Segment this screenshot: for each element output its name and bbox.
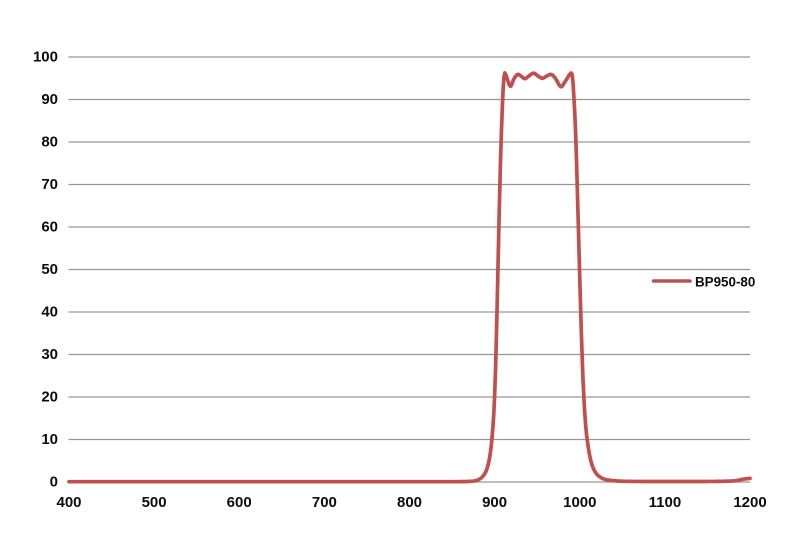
svg-text:600: 600 <box>227 494 252 511</box>
svg-text:40: 40 <box>41 304 58 321</box>
svg-text:100: 100 <box>33 49 58 66</box>
svg-text:0: 0 <box>50 474 58 491</box>
svg-text:10: 10 <box>41 431 58 448</box>
svg-text:60: 60 <box>41 219 58 236</box>
svg-text:400: 400 <box>56 494 81 511</box>
svg-text:1000: 1000 <box>563 494 596 511</box>
svg-text:30: 30 <box>41 346 58 363</box>
svg-text:800: 800 <box>397 494 422 511</box>
svg-text:900: 900 <box>482 494 507 511</box>
svg-text:20: 20 <box>41 389 58 406</box>
svg-text:70: 70 <box>41 176 58 193</box>
svg-text:500: 500 <box>142 494 167 511</box>
svg-text:BP950-80: BP950-80 <box>695 275 755 290</box>
svg-text:80: 80 <box>41 134 58 151</box>
svg-text:700: 700 <box>312 494 337 511</box>
svg-text:1100: 1100 <box>649 494 682 511</box>
svg-text:50: 50 <box>41 261 58 278</box>
svg-text:1200: 1200 <box>733 494 766 511</box>
svg-text:90: 90 <box>41 91 58 108</box>
